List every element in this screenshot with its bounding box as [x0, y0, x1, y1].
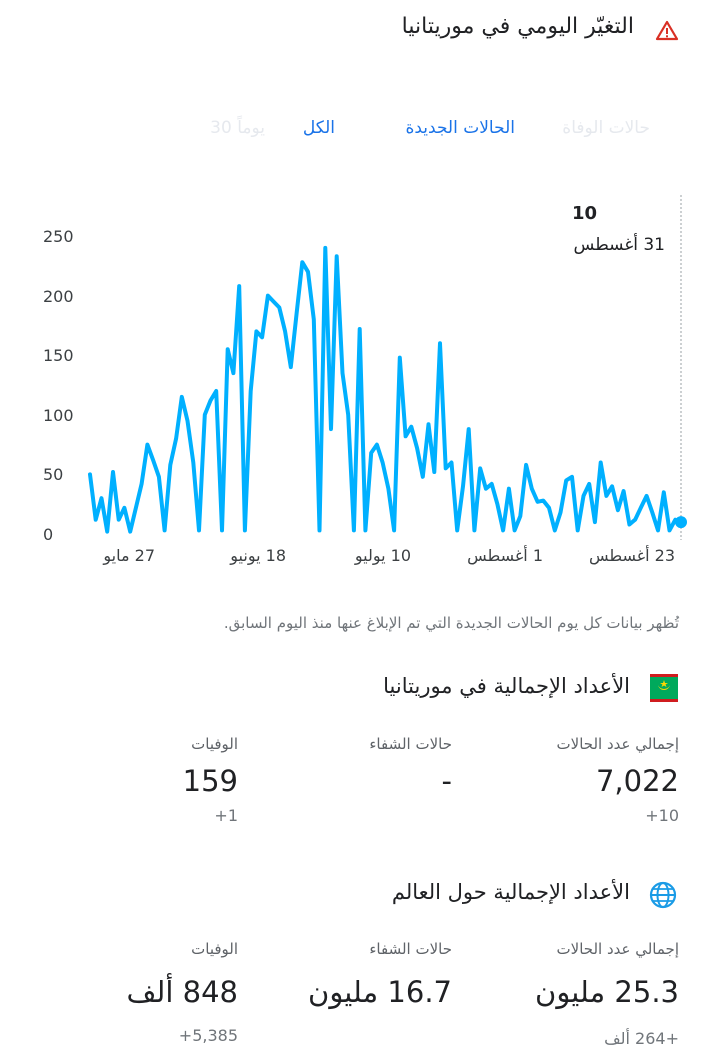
chart-tooltip: 10 31 أغسطس	[560, 197, 680, 265]
y-tick-100: 100	[43, 406, 74, 425]
x-tick-may27: 27 مايو	[103, 546, 155, 565]
tab-deaths[interactable]: حالات الوفاة	[562, 118, 650, 138]
country-totals-title: الأعداد الإجمالية في موريتانيا	[383, 674, 630, 698]
country-recovered-label: حالات الشفاء	[369, 735, 452, 753]
world-deaths-value: 848 ألف	[126, 975, 239, 1009]
tab-30-days[interactable]: يوماً 30	[210, 118, 265, 138]
series-line	[88, 245, 683, 534]
daily-cases-chart[interactable]	[0, 0, 720, 600]
world-recovered-label: حالات الشفاء	[369, 940, 452, 958]
country-cases-value: 7,022	[595, 764, 679, 798]
world-deaths-delta: +5,385	[178, 1026, 238, 1045]
country-recovered-value: -	[441, 764, 452, 798]
country-cases-label: إجمالي عدد الحالات	[556, 735, 679, 753]
tooltip-date: 31 أغسطس	[573, 235, 665, 255]
warning-triangle-icon	[655, 19, 679, 43]
world-recovered-value: 16.7 مليون	[308, 975, 452, 1009]
y-tick-150: 150	[43, 346, 74, 365]
tab-all[interactable]: الكل	[302, 118, 335, 138]
y-tick-50: 50	[43, 465, 64, 484]
y-tick-200: 200	[43, 287, 74, 306]
y-tick-0: 0	[43, 525, 54, 544]
country-deaths-label: الوفيات	[191, 735, 238, 753]
country-cases-delta: +10	[645, 806, 679, 825]
world-totals-title: الأعداد الإجمالية حول العالم	[391, 880, 630, 904]
world-cases-value: 25.3 مليون	[535, 975, 679, 1009]
x-tick-aug1: 1 أغسطس	[467, 546, 543, 565]
y-tick-250: 250	[43, 227, 74, 246]
country-deaths-delta: +1	[214, 806, 238, 825]
hover-point	[675, 516, 687, 529]
world-cases-label: إجمالي عدد الحالات	[556, 940, 679, 958]
x-tick-aug23: 23 أغسطس	[588, 546, 675, 565]
tab-new-cases[interactable]: الحالات الجديدة	[405, 118, 515, 138]
page-title: التغيّر اليومي في موريتانيا	[401, 14, 634, 39]
chart-note: تُظهر بيانات كل يوم الحالات الجديدة التي…	[223, 614, 679, 632]
globe-icon	[648, 880, 678, 910]
tooltip-value: 10	[571, 203, 597, 224]
world-deaths-label: الوفيات	[191, 940, 238, 958]
country-deaths-value: 159	[182, 764, 238, 798]
mauritania-flag-icon	[650, 674, 678, 702]
x-tick-jul10: 10 يوليو	[354, 546, 411, 565]
x-tick-jun18: 18 يونيو	[230, 546, 286, 565]
world-cases-delta: +264 ألف	[604, 1029, 679, 1048]
